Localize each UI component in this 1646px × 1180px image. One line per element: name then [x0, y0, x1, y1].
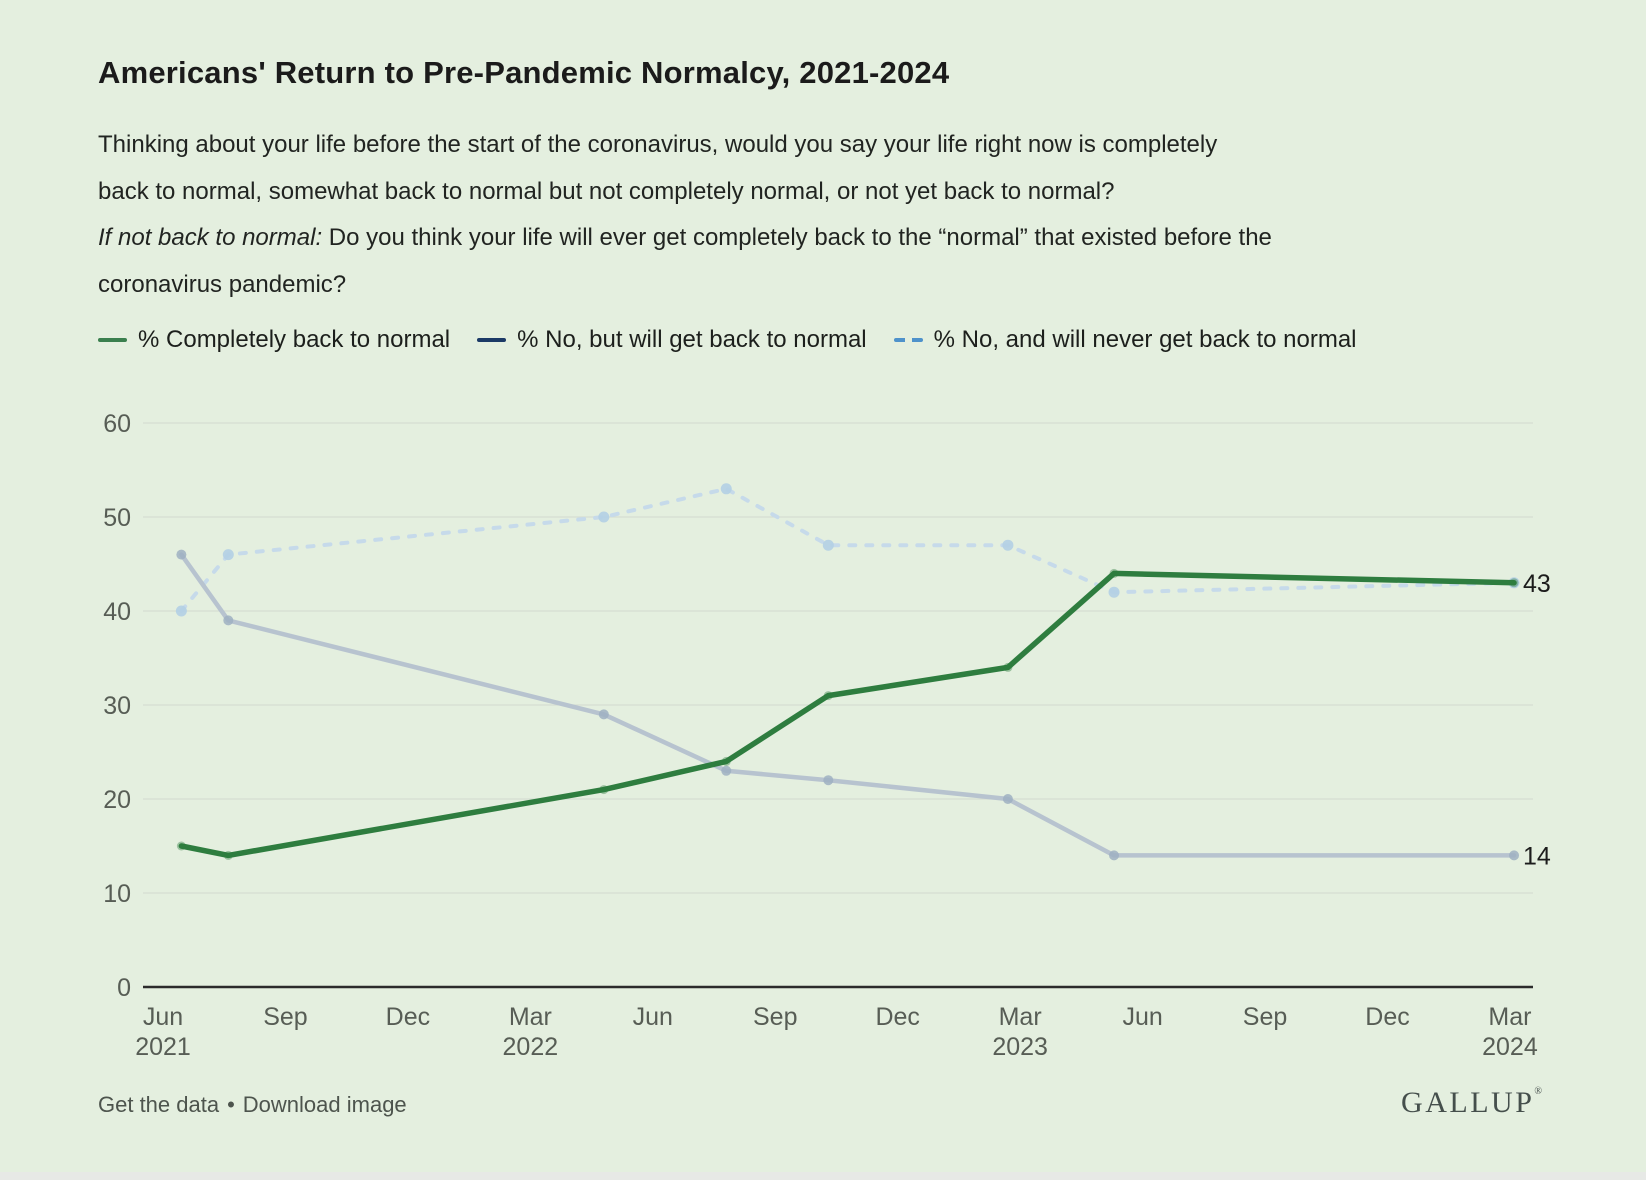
series-line[interactable] [178, 570, 1517, 859]
x-axis-year-label: 2024 [1482, 1033, 1538, 1061]
data-point-dot[interactable] [598, 511, 610, 523]
series-end-value-label: 43 [1523, 570, 1551, 598]
data-point-dot[interactable] [823, 691, 833, 701]
legend-swatch-dashed-blue-icon [893, 338, 923, 342]
x-axis-label: Mar [1488, 1003, 1531, 1031]
x-axis-label: Sep [753, 1003, 797, 1031]
series-line[interactable] [179, 486, 1517, 613]
legend-swatch-solid-navy-icon [477, 338, 507, 342]
y-axis-label: 0 [117, 974, 131, 1002]
question-line-3: Do you think your life will ever get com… [322, 224, 1272, 251]
data-point-dot[interactable] [720, 483, 732, 495]
chart-series-0 [176, 568, 1519, 860]
question-line-2: back to normal, somewhat back to normal … [98, 177, 1115, 205]
x-axis-year-label: 2023 [992, 1033, 1048, 1061]
y-axis-label: 60 [103, 410, 131, 438]
x-axis-year-label: 2022 [503, 1033, 559, 1061]
data-point-dot[interactable] [1108, 586, 1120, 598]
data-point-dot[interactable] [1003, 662, 1013, 672]
survey-question: Thinking about your life before the star… [98, 122, 1558, 308]
legend-label: % No, and will never get back to normal [933, 326, 1357, 353]
legend-item-completely-back[interactable]: % Completely back to normal [98, 326, 450, 354]
gallup-logo-text: GALLUP [1401, 1086, 1535, 1119]
y-axis-label: 30 [103, 692, 131, 720]
chart-series-1 [176, 549, 1520, 861]
legend-label: % No, but will get back to normal [517, 326, 867, 353]
page-background-strip [0, 1172, 1646, 1180]
x-axis-label: Sep [1243, 1003, 1287, 1031]
download-image-link[interactable]: Download image [242, 1092, 407, 1117]
data-point-dot[interactable] [1509, 850, 1520, 861]
y-axis-label: 20 [103, 786, 131, 814]
data-point-dot[interactable] [598, 709, 609, 720]
x-axis-label: Mar [509, 1003, 552, 1031]
chart-gridlines: 0 10 20 30 40 50 60 [103, 410, 1533, 1002]
chart-footer: Get the data • Download image [98, 1092, 407, 1118]
legend-label: % Completely back to normal [138, 326, 451, 353]
x-axis-label: Dec [1365, 1003, 1409, 1031]
data-point-dot[interactable] [721, 765, 732, 776]
data-point-dot[interactable] [721, 756, 731, 766]
series-line[interactable] [179, 552, 1517, 858]
data-point-dot[interactable] [1002, 794, 1013, 804]
legend-item-never-get-back[interactable]: % No, and will never get back to normal [893, 326, 1357, 354]
get-the-data-link[interactable]: Get the data [98, 1092, 220, 1117]
registered-mark: ® [1534, 1086, 1542, 1097]
data-point-dot[interactable] [1109, 568, 1119, 578]
y-axis-label: 10 [103, 880, 131, 908]
footer-separator: • [227, 1092, 235, 1117]
x-axis-label: Sep [263, 1003, 307, 1031]
y-axis-label: 40 [103, 598, 131, 626]
data-point-dot[interactable] [175, 605, 187, 617]
data-point-dot[interactable] [176, 841, 186, 851]
legend-item-will-get-back[interactable]: % No, but will get back to normal [477, 326, 867, 354]
data-point-dot[interactable] [222, 549, 234, 561]
chart-title: Americans' Return to Pre-Pandemic Normal… [98, 54, 950, 90]
x-axis-label: Dec [386, 1003, 430, 1031]
chart-series-2 [175, 483, 1520, 617]
data-point-dot[interactable] [223, 850, 233, 860]
data-point-dot[interactable] [1002, 539, 1014, 551]
question-line-4: coronavirus pandemic? [98, 270, 347, 298]
x-axis-label: Jun [633, 1003, 673, 1031]
x-axis-label: Mar [999, 1003, 1042, 1031]
data-point-dot[interactable] [1509, 578, 1519, 588]
question-line-1: Thinking about your life before the star… [98, 131, 1218, 158]
data-point-dot[interactable] [176, 549, 187, 560]
x-axis-label: Jun [143, 1003, 183, 1031]
data-point-dot[interactable] [223, 615, 234, 626]
data-point-dot[interactable] [1109, 850, 1120, 861]
x-axis-label: Jun [1122, 1003, 1162, 1031]
x-axis-year-label: 2021 [135, 1033, 191, 1061]
question-condition: If not back to normal: [98, 224, 323, 251]
legend-swatch-solid-green-icon [98, 338, 127, 342]
data-point-dot[interactable] [823, 775, 834, 786]
series-end-value-label: 14 [1523, 842, 1551, 870]
x-axis-label: Dec [875, 1003, 919, 1031]
chart-legend: % Completely back to normal % No, but wi… [98, 326, 1357, 354]
gallup-logo: GALLUP® [1401, 1086, 1542, 1120]
y-axis-label: 50 [103, 504, 131, 532]
data-point-dot[interactable] [599, 785, 609, 795]
data-point-dot[interactable] [822, 539, 834, 551]
